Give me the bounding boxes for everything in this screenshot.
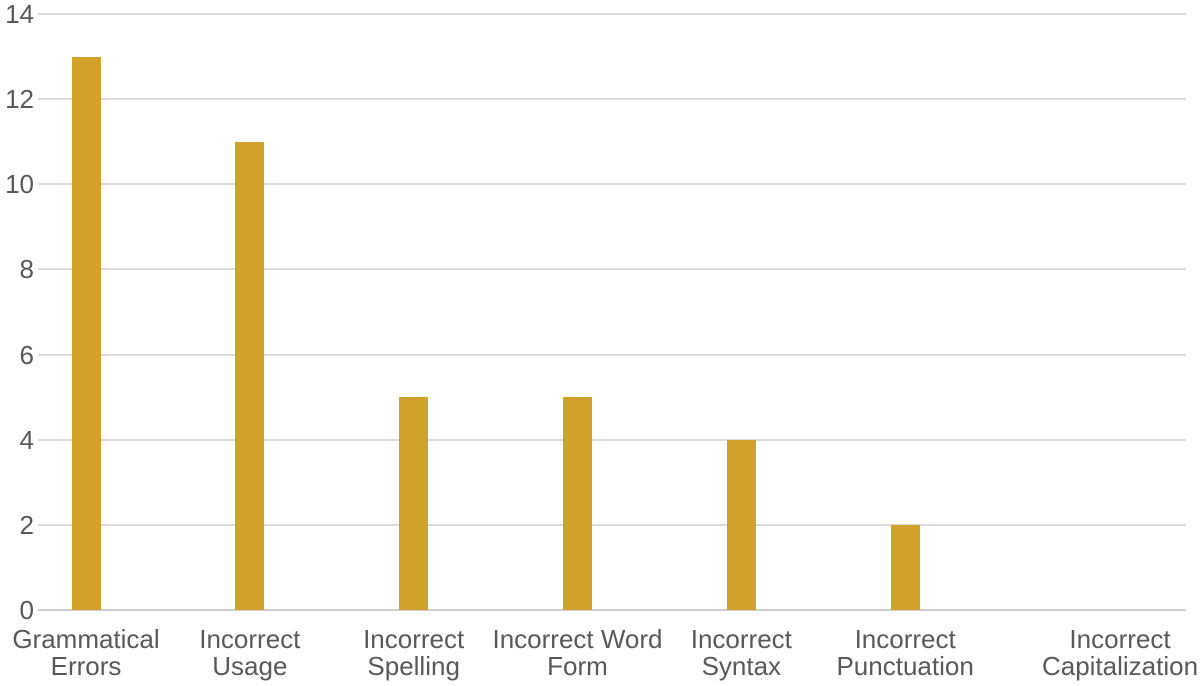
gridline — [38, 438, 1186, 441]
gridline — [38, 183, 1186, 186]
x-axis-category-label: Incorrect Syntax — [690, 624, 792, 681]
gridline — [38, 13, 1186, 15]
y-axis-tick-label: 6 — [19, 339, 34, 370]
x-axis-category-label: Incorrect Spelling — [363, 624, 465, 681]
x-axis-category-label: Incorrect Usage — [199, 624, 301, 681]
bar — [399, 397, 429, 610]
bar — [562, 397, 592, 610]
gridline — [38, 523, 1186, 526]
y-axis-tick-label: 0 — [19, 595, 34, 625]
y-axis-tick-label: 10 — [5, 169, 34, 200]
y-axis-tick-label: 2 — [19, 509, 34, 540]
y-axis-tick-label: 8 — [19, 254, 34, 285]
x-axis-category-label: Incorrect Capitalization — [1041, 624, 1199, 681]
bar — [235, 141, 265, 610]
x-axis-category-label: Incorrect Punctuation — [836, 624, 974, 681]
bar — [71, 56, 101, 610]
gridline — [38, 98, 1186, 101]
x-axis-category-label: Grammatical Errors — [12, 624, 160, 681]
x-axis-category-label: Incorrect Word Form — [492, 624, 663, 681]
bar — [890, 524, 920, 610]
bar — [726, 439, 756, 610]
x-axis-line — [38, 609, 1186, 611]
y-axis-tick-label: 12 — [5, 84, 34, 115]
gridline — [38, 268, 1186, 271]
y-axis-tick-label: 14 — [5, 0, 34, 29]
y-axis-tick-label: 4 — [19, 424, 34, 455]
gridline — [38, 353, 1186, 356]
